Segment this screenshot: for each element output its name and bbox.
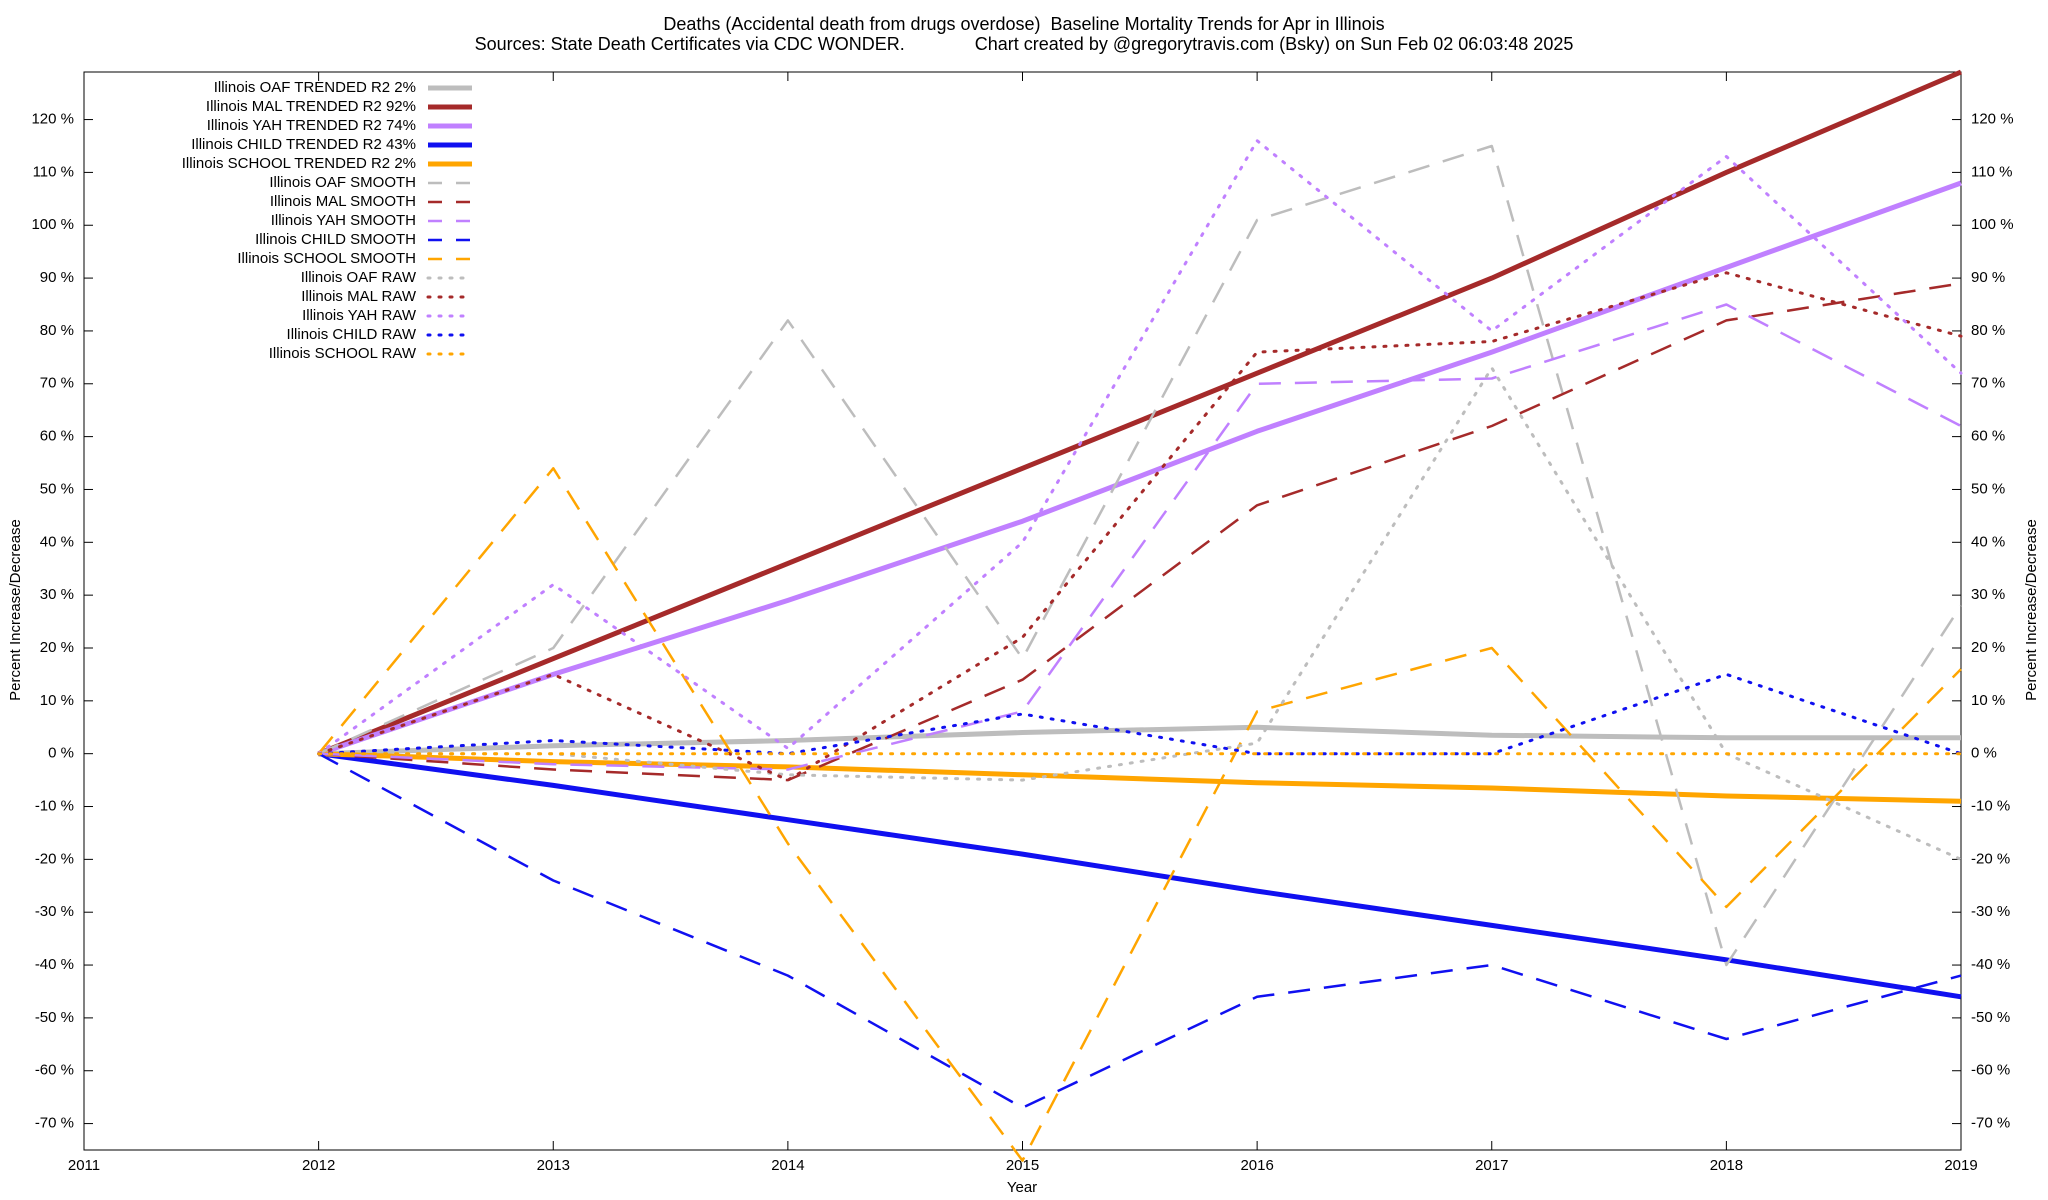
legend-label: Illinois OAF SMOOTH — [269, 174, 416, 191]
y2-tick-label: 80 % — [1971, 322, 2005, 339]
series-line — [318, 282, 1962, 782]
y-tick-label: 60 % — [40, 428, 74, 445]
legend-label: Illinois MAL TRENDED R2 92% — [206, 98, 416, 115]
chart-subtitle: Sources: State Death Certificates via CD… — [475, 34, 1574, 54]
series-line — [317, 672, 1963, 756]
y-tick-label: 80 % — [40, 322, 74, 339]
y2-tick-label: 30 % — [1971, 586, 2005, 603]
y2-tick-label: 0 % — [1971, 745, 1997, 762]
series-line — [317, 69, 1962, 757]
x-tick-label: 2017 — [1475, 1157, 1508, 1174]
y2-tick-label: 110 % — [1971, 163, 2012, 180]
series-line — [318, 752, 1962, 1109]
legend-label: Illinois SCHOOL RAW — [269, 345, 417, 362]
x-axis-label: Year — [1007, 1179, 1037, 1196]
series-line — [318, 303, 1962, 771]
y-tick-label: -70 % — [35, 1115, 74, 1132]
legend-label: Illinois CHILD SMOOTH — [255, 231, 416, 248]
series-line — [317, 366, 1963, 861]
y2-tick-label: -50 % — [1971, 1009, 2010, 1026]
legend-label: Illinois CHILD TRENDED R2 43% — [191, 136, 416, 153]
y-tick-label: 50 % — [40, 480, 74, 497]
legend-label: Illinois MAL RAW — [301, 288, 417, 305]
legend-label: Illinois YAH SMOOTH — [271, 212, 416, 229]
y-tick-label: -40 % — [35, 956, 74, 973]
x-tick-label: 2015 — [1006, 1157, 1039, 1174]
y-tick-label: 120 % — [31, 111, 74, 128]
y2-tick-label: 10 % — [1971, 692, 2005, 709]
x-tick-label: 2012 — [302, 1157, 335, 1174]
series-line — [317, 180, 1962, 757]
y2-tick-label: 20 % — [1971, 639, 2005, 656]
y-tick-label: 100 % — [31, 216, 74, 233]
y-tick-label: 110 % — [33, 163, 74, 180]
y-tick-label: -50 % — [35, 1009, 74, 1026]
y-tick-label: -60 % — [35, 1062, 74, 1079]
y-tick-label: -10 % — [35, 797, 74, 814]
series-line — [318, 144, 1963, 967]
y-tick-label: -30 % — [35, 903, 74, 920]
y2-tick-label: 60 % — [1971, 428, 2005, 445]
series-line — [318, 751, 1962, 1000]
y-tick-label: 40 % — [40, 533, 74, 550]
y2-tick-label: 120 % — [1971, 111, 2014, 128]
x-tick-label: 2016 — [1240, 1157, 1273, 1174]
legend-label: Illinois SCHOOL SMOOTH — [237, 250, 416, 267]
y2-tick-label: 50 % — [1971, 480, 2005, 497]
legend-label: Illinois SCHOOL TRENDED R2 2% — [182, 155, 416, 172]
series-line — [318, 724, 1961, 757]
legend-label: Illinois MAL SMOOTH — [270, 193, 416, 210]
y2-tick-label: -20 % — [1971, 850, 2010, 867]
legend-label: Illinois OAF RAW — [301, 269, 417, 286]
y2-tick-label: -60 % — [1971, 1062, 2010, 1079]
y2-axis-label: Percent Increase/Decrease — [2023, 519, 2040, 701]
legend-label: Illinois CHILD RAW — [287, 326, 417, 343]
y-tick-label: 70 % — [40, 375, 74, 392]
y2-tick-label: 100 % — [1971, 216, 2014, 233]
y2-tick-label: -10 % — [1971, 797, 2010, 814]
y2-tick-label: 70 % — [1971, 375, 2005, 392]
y2-tick-label: -70 % — [1971, 1115, 2010, 1132]
y-tick-label: 90 % — [40, 269, 74, 286]
y-tick-label: -20 % — [35, 850, 74, 867]
y2-tick-label: 40 % — [1971, 533, 2005, 550]
plot-frame — [83, 71, 1962, 1151]
series-line — [317, 467, 1962, 1162]
legend-label: Illinois YAH RAW — [302, 307, 417, 324]
y-tick-label: 20 % — [40, 639, 74, 656]
legend-label: Illinois OAF TRENDED R2 2% — [214, 79, 416, 96]
y2-tick-label: -30 % — [1971, 903, 2010, 920]
x-tick-label: 2019 — [1944, 1157, 1977, 1174]
x-tick-label: 2013 — [537, 1157, 570, 1174]
y-tick-label: 10 % — [40, 692, 74, 709]
x-tick-label: 2011 — [68, 1157, 100, 1174]
chart-title: Deaths (Accidental death from drugs over… — [663, 14, 1384, 34]
legend-label: Illinois YAH TRENDED R2 74% — [207, 117, 416, 134]
y-tick-label: 0 % — [48, 745, 74, 762]
y2-tick-label: 90 % — [1971, 269, 2005, 286]
series-line — [318, 751, 1962, 804]
y2-tick-label: -40 % — [1971, 956, 2010, 973]
x-tick-label: 2014 — [771, 1157, 804, 1174]
y-tick-label: 30 % — [40, 586, 74, 603]
x-tick-label: 2018 — [1710, 1157, 1743, 1174]
y-axis-label: Percent Increase/Decrease — [7, 519, 24, 701]
